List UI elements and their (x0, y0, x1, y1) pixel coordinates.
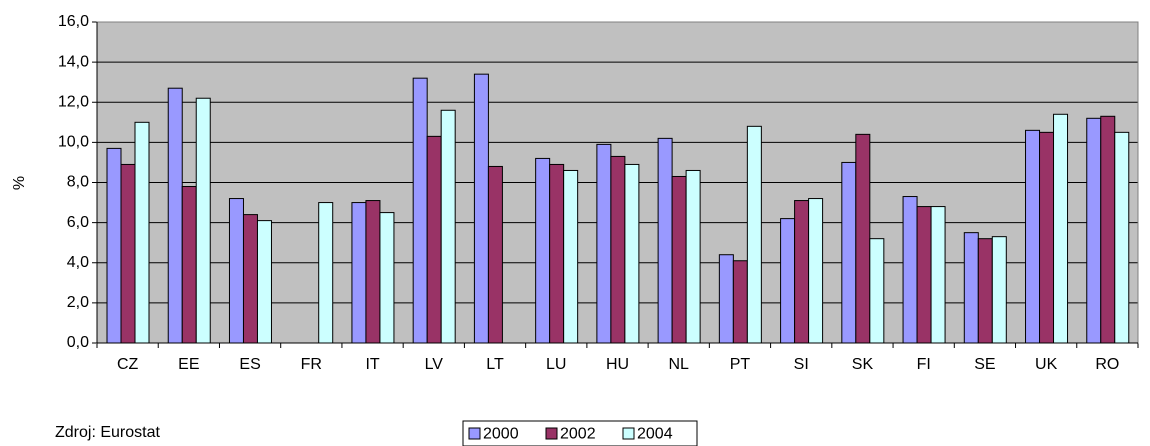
y-tick-label: 6,0 (67, 214, 89, 231)
bar (365, 200, 381, 344)
bar (732, 260, 748, 344)
bar (535, 157, 551, 344)
y-tick-label: 10,0 (58, 134, 89, 151)
y-axis-label: % (11, 176, 28, 190)
x-tick-label: FI (917, 356, 931, 373)
bar (351, 202, 367, 344)
x-tick-label: EE (178, 356, 199, 373)
x-tick-label: HU (606, 356, 629, 373)
bar (916, 206, 932, 344)
bar (242, 214, 258, 344)
bar (718, 254, 734, 344)
bar (1086, 117, 1102, 344)
bar (794, 200, 810, 344)
x-tick-label: SE (974, 356, 995, 373)
y-tick-label: 4,0 (67, 254, 89, 271)
bar (746, 125, 762, 344)
legend-swatch (468, 427, 481, 440)
bar (120, 163, 136, 344)
legend-swatch (545, 427, 558, 440)
bar (426, 135, 442, 344)
bar (412, 77, 428, 344)
y-tick-label: 0,0 (67, 334, 89, 351)
bar (106, 147, 122, 344)
bar (991, 236, 1007, 344)
y-tick-label: 16,0 (58, 13, 89, 30)
y-tick-label: 12,0 (58, 93, 89, 110)
bar (869, 238, 885, 344)
bar (685, 169, 701, 344)
legend-box (462, 420, 698, 446)
bar (977, 238, 993, 344)
bar (228, 198, 244, 344)
bar (379, 212, 395, 344)
bar (841, 161, 857, 344)
legend-label: 2002 (560, 426, 596, 443)
bar (963, 232, 979, 344)
bar (1114, 131, 1130, 344)
x-tick-label: LT (486, 356, 504, 373)
x-tick-label: ES (239, 356, 260, 373)
legend-label: 2000 (483, 426, 519, 443)
x-tick-label: RO (1095, 356, 1119, 373)
x-tick-label: SK (852, 356, 874, 373)
x-tick-label: IT (365, 356, 379, 373)
bar (902, 196, 918, 344)
bar (487, 165, 503, 344)
bar (318, 202, 334, 344)
y-tick-label: 8,0 (67, 174, 89, 191)
legend-label: 2004 (637, 426, 673, 443)
x-tick-label: PT (730, 356, 751, 373)
bar (1100, 115, 1116, 344)
bar (671, 175, 687, 344)
x-tick-label: NL (669, 356, 690, 373)
source-note: Zdroj: Eurostat (55, 424, 160, 441)
bar (1053, 113, 1069, 344)
y-tick-label: 2,0 (67, 294, 89, 311)
x-tick-label: FR (301, 356, 322, 373)
bar (624, 163, 640, 344)
bar (610, 155, 626, 344)
y-tick-label: 14,0 (58, 53, 89, 70)
legend-swatch (622, 427, 635, 440)
bar (167, 87, 183, 344)
x-tick-label: CZ (117, 356, 139, 373)
bar (134, 121, 150, 344)
bar (563, 169, 579, 344)
bar (1039, 131, 1055, 344)
bar (930, 206, 946, 344)
x-tick-label: UK (1035, 356, 1058, 373)
bar (473, 73, 489, 344)
bar (657, 137, 673, 344)
bar (855, 133, 871, 344)
x-tick-label: SI (794, 356, 809, 373)
bar (808, 198, 824, 344)
bar (780, 218, 796, 344)
bar (440, 109, 456, 344)
bar (1025, 129, 1041, 344)
bar (596, 143, 612, 344)
bar (549, 163, 565, 344)
bar (195, 97, 211, 344)
x-tick-label: LV (425, 356, 444, 373)
x-tick-label: LU (546, 356, 566, 373)
bar (256, 220, 272, 344)
bar (181, 186, 197, 344)
